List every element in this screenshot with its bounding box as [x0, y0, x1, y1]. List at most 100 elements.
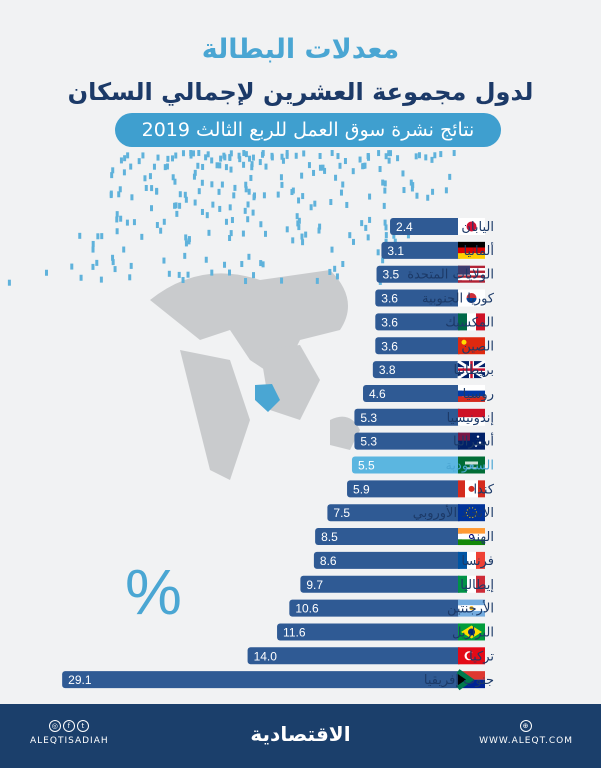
person-figure	[246, 201, 250, 208]
flag-mx-icon	[458, 313, 485, 331]
person-figure	[140, 233, 144, 240]
twitter-icon[interactable]: t	[77, 720, 90, 732]
logo: الاقتصادية	[250, 722, 351, 746]
person-figure	[259, 260, 263, 267]
person-figure	[229, 166, 233, 173]
person-figure	[174, 202, 178, 209]
category-label: جنوب إفريقيا	[424, 673, 494, 688]
person-figure	[163, 164, 167, 171]
category-label: تركيا	[469, 649, 494, 664]
person-figure	[297, 197, 301, 204]
person-figure	[263, 230, 267, 237]
person-figure	[401, 170, 405, 177]
person-figure	[381, 257, 385, 264]
person-figure	[178, 202, 182, 209]
category-label: كندا	[473, 482, 494, 497]
value-label: 5.9	[353, 482, 370, 496]
person-figure	[317, 227, 321, 234]
person-figure	[204, 256, 208, 263]
person-figure	[187, 238, 191, 245]
category-label: البرازيل	[452, 625, 494, 640]
category-label: كوريا الجنوبية	[422, 292, 495, 307]
person-figure	[115, 211, 119, 218]
person-figure	[248, 155, 252, 162]
person-figure	[229, 230, 233, 237]
person-figure	[99, 276, 103, 283]
person-figure	[247, 253, 251, 260]
person-figure	[205, 212, 209, 219]
person-figure	[296, 220, 300, 227]
person-figure	[122, 169, 126, 176]
person-figure	[452, 150, 456, 157]
bar	[313, 551, 462, 569]
facebook-icon[interactable]: f	[63, 720, 76, 732]
person-figure	[291, 237, 295, 244]
person-figure	[200, 179, 204, 186]
person-figure	[338, 162, 342, 169]
person-figure	[232, 192, 236, 199]
flag-eu-icon	[458, 504, 485, 522]
person-figure	[250, 161, 254, 168]
person-figure	[215, 162, 219, 169]
person-figure	[415, 192, 419, 199]
person-figure	[115, 216, 119, 223]
person-figure	[384, 224, 388, 231]
bar	[376, 265, 462, 283]
person-figure	[351, 168, 355, 175]
person-figure	[377, 150, 381, 157]
person-figure	[285, 226, 289, 233]
person-figure	[228, 235, 232, 242]
person-figure	[148, 173, 152, 180]
bar	[300, 575, 462, 593]
person-figure	[192, 150, 196, 157]
person-figure	[244, 181, 248, 188]
bar	[390, 218, 462, 235]
person-figure	[300, 172, 304, 179]
person-figure	[341, 181, 345, 188]
person-figure	[207, 229, 211, 236]
person-figure	[251, 154, 255, 161]
person-figure	[197, 188, 201, 195]
flag-id-icon	[458, 408, 485, 426]
bar	[327, 504, 462, 522]
person-figure	[130, 194, 134, 201]
person-figure	[224, 164, 228, 171]
person-figure	[328, 268, 332, 275]
person-figure	[170, 155, 174, 162]
person-figure	[123, 155, 127, 162]
person-figure	[178, 191, 182, 198]
person-figure	[330, 246, 334, 253]
person-figure	[155, 187, 159, 194]
flag-in-icon	[458, 528, 485, 546]
category-label: روسيا	[463, 387, 494, 402]
person-figure	[240, 261, 244, 268]
person-figure	[300, 233, 304, 240]
person-figure	[368, 193, 372, 200]
person-figure	[313, 200, 317, 207]
value-label: 5.5	[358, 459, 375, 473]
person-figure	[183, 191, 187, 198]
person-figure	[241, 230, 245, 237]
person-figure	[393, 238, 397, 245]
person-figure	[206, 151, 210, 158]
website-link[interactable]: ⊕ WWW.ALEQT.COM	[479, 720, 573, 746]
person-figure	[323, 167, 327, 174]
globe-icon: ⊕	[520, 720, 533, 732]
person-figure	[387, 150, 391, 157]
category-label: إندونيسيا	[447, 411, 494, 426]
person-figure	[252, 272, 256, 279]
instagram-icon[interactable]: ◎	[49, 720, 62, 732]
person-figure	[201, 163, 205, 170]
person-figure	[301, 239, 305, 246]
banner: نتائج نشرة سوق العمل للربع الثالث 2019	[115, 113, 501, 147]
person-figure	[410, 185, 414, 192]
value-label: 8.6	[320, 554, 337, 568]
category-label: اليابان	[461, 220, 494, 235]
person-figure	[285, 152, 289, 159]
person-figure	[110, 172, 114, 179]
bar	[289, 599, 462, 617]
person-figure	[329, 199, 333, 206]
flag-ca-icon	[458, 480, 485, 498]
category-label: الصين	[461, 339, 494, 354]
person-figure	[402, 187, 406, 194]
